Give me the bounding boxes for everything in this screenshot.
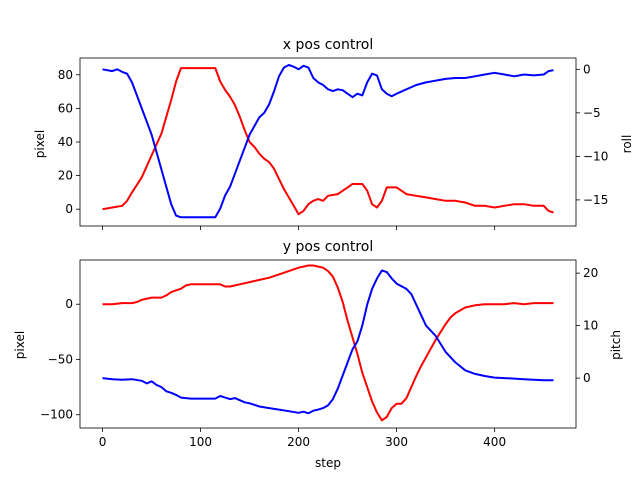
x-pos-control-subplot: x pos control pixel roll 0 20 40 60 80 0 −5 −10… xyxy=(33,37,634,230)
left-y-tick-label: 0 xyxy=(65,202,73,216)
left-y-tick-label: 0 xyxy=(65,297,73,311)
right-y-axis-label: pitch xyxy=(609,330,623,360)
left-y-tick-label: 60 xyxy=(58,101,73,115)
left-y-axis-label: pixel xyxy=(33,130,47,158)
right-y-axis-label: roll xyxy=(620,135,634,154)
left-axis-series-line xyxy=(102,264,554,422)
right-y-tick-label: −15 xyxy=(583,193,608,207)
right-axis-series-line xyxy=(102,64,554,219)
right-y-tick-label: 20 xyxy=(583,266,598,280)
left-y-tick-label: −50 xyxy=(48,352,73,366)
y-pos-control-subplot: y pos control pixel pitch step 0 100 200 30… xyxy=(13,239,623,470)
x-tick-label: 100 xyxy=(189,435,212,449)
right-y-tick-label: −5 xyxy=(583,106,601,120)
x-tick-label: 400 xyxy=(483,435,506,449)
left-y-tick-label: 40 xyxy=(58,135,73,149)
x-tick-label: 300 xyxy=(385,435,408,449)
subplot-title: x pos control xyxy=(283,37,373,53)
x-tick-label: 200 xyxy=(287,435,310,449)
right-y-tick-label: 0 xyxy=(583,62,591,76)
left-y-axis-label: pixel xyxy=(13,331,27,359)
subplot-title: y pos control xyxy=(283,239,373,255)
right-y-tick-label: 10 xyxy=(583,319,598,333)
left-y-tick-label: −100 xyxy=(40,408,73,422)
left-y-tick-label: 80 xyxy=(58,68,73,82)
left-axis-series-line xyxy=(102,67,554,216)
left-y-tick-label: 20 xyxy=(58,169,73,183)
x-tick-label: 0 xyxy=(99,435,107,449)
right-y-tick-label: 0 xyxy=(583,371,591,385)
axes-frame xyxy=(79,259,577,429)
x-axis-label: step xyxy=(315,456,341,470)
right-axis-series-line xyxy=(102,269,554,415)
right-y-tick-label: −10 xyxy=(583,149,608,163)
